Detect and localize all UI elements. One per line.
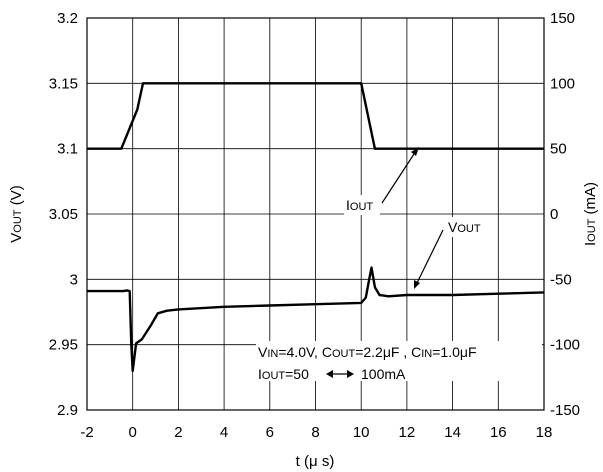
iout-label-bg	[344, 195, 380, 215]
x-tick-labels: -2 0 2 4 6 8 10 12 14 16 18	[80, 424, 552, 441]
x-tick-label: 10	[353, 424, 370, 441]
x-tick-label: 0	[129, 424, 137, 441]
vout-arrow-head	[414, 280, 420, 289]
conditions-bg	[256, 341, 542, 381]
conditions-line-2b: 100mA	[361, 366, 406, 382]
x-tick-label: 16	[490, 424, 507, 441]
y-left-tick-label: 3.2	[57, 10, 78, 27]
iout-annotation-label: IOUT	[346, 197, 373, 213]
y-left-tick-label: 2.95	[49, 337, 78, 354]
y-right-tick-label: 150	[550, 10, 575, 27]
y-right-tick-label: 0	[550, 206, 558, 223]
y-right-tick-label: 100	[550, 75, 575, 92]
x-tick-label: 2	[174, 424, 182, 441]
plot-frame	[86, 17, 545, 411]
conditions-line-1: VIN=4.0V, COUT=2.2μF , CIN=1.0μF	[258, 344, 477, 360]
y-left-axis-title: VOUT (V)	[8, 185, 25, 242]
x-axis-title: t (μ s)	[296, 453, 335, 470]
x-tick-label: 4	[220, 424, 228, 441]
y-right-tick-label: 50	[550, 141, 567, 158]
y-right-axis-title: IOUT (mA)	[582, 182, 599, 246]
series-vout-line	[87, 266, 545, 372]
x-tick-label: 12	[399, 424, 416, 441]
vout-arrow-line	[416, 229, 444, 284]
y-right-tick-label: -150	[550, 402, 580, 419]
x-tick-label: 8	[311, 424, 319, 441]
vout-label-bg	[446, 217, 492, 237]
y-left-tick-label: 3.05	[49, 206, 78, 223]
y-left-tick-labels: 3.2 3.15 3.1 3.05 3 2.95 2.9	[49, 10, 78, 419]
conditions-arrow-left-head	[326, 370, 333, 378]
iout-arrow-line	[381, 153, 415, 204]
y-right-tick-labels: 150 100 50 0 -50 -100 -150	[550, 10, 580, 419]
x-tick-label: 14	[444, 424, 461, 441]
x-tick-label: 18	[536, 424, 553, 441]
x-tick-label: 6	[266, 424, 274, 441]
y-left-tick-label: 3.1	[57, 141, 78, 158]
series	[87, 82, 545, 372]
vout-annotation-label: VOUT	[448, 219, 481, 235]
conditions-line-2a: IOUT=50	[258, 366, 309, 382]
series-iout-line	[87, 82, 544, 150]
y-left-tick-label: 2.9	[57, 402, 78, 419]
y-right-tick-label: -100	[550, 337, 580, 354]
y-left-tick-label: 3.15	[49, 75, 78, 92]
conditions-arrow-right-head	[347, 370, 354, 378]
iout-arrow-head	[411, 147, 419, 156]
x-tick-label: -2	[80, 424, 93, 441]
y-right-tick-label: -50	[550, 271, 572, 288]
y-left-tick-label: 3	[70, 271, 78, 288]
